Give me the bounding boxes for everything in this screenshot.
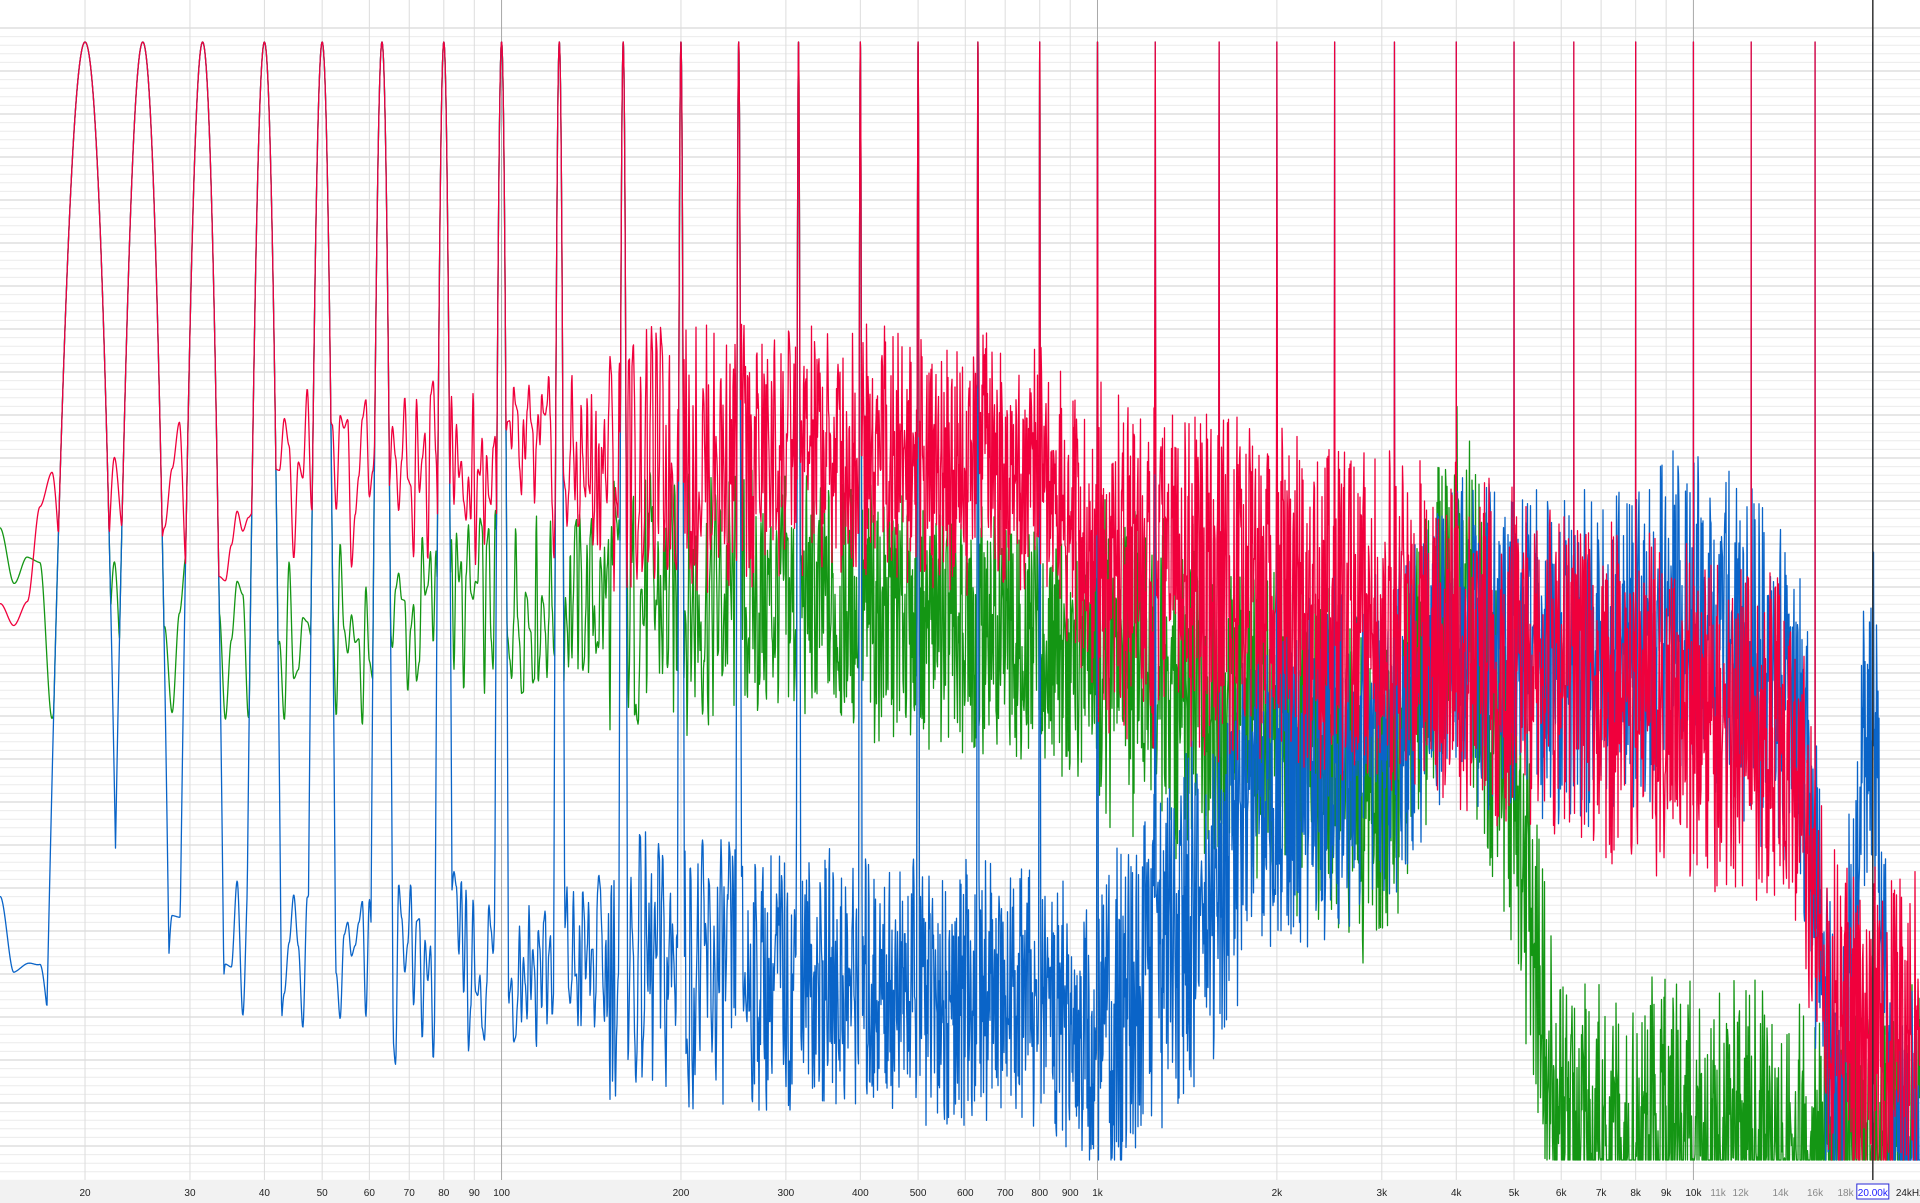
x-axis-ticks: 20 30 40 50 60 70 80 90 100 200 300 400 500 600 700 800…	[79, 1188, 1920, 1199]
x-tick-label: 600	[957, 1188, 974, 1199]
x-tick-label: 800	[1031, 1188, 1048, 1199]
x-tick-label: 40	[259, 1188, 271, 1199]
cursor-readout-box	[1856, 1183, 1890, 1200]
x-tick-label: 300	[778, 1188, 795, 1199]
x-tick-label: 500	[910, 1188, 927, 1199]
x-tick-label: 400	[852, 1188, 869, 1199]
x-tick-label: 9k	[1661, 1188, 1673, 1199]
x-tick-label: 700	[997, 1188, 1014, 1199]
x-tick-label: 100	[493, 1188, 510, 1199]
x-tick-label: 1k	[1092, 1188, 1104, 1199]
x-axis	[0, 1180, 1920, 1203]
cursor-readout: 20.00k	[1858, 1188, 1889, 1199]
x-tick-label: 70	[404, 1188, 416, 1199]
x-tick-label: 7k	[1596, 1188, 1608, 1199]
x-tick-label: 20	[79, 1188, 91, 1199]
x-tick-label: 60	[364, 1188, 376, 1199]
x-tick-label: 3k	[1377, 1188, 1389, 1199]
x-tick-label: 50	[317, 1188, 329, 1199]
x-tick-label: 90	[469, 1188, 481, 1199]
x-tick-label: 6k	[1556, 1188, 1568, 1199]
x-tick-label: 16k	[1807, 1188, 1824, 1199]
x-tick-label: 18k	[1837, 1188, 1854, 1199]
series-group	[0, 41, 1920, 1161]
x-tick-label: 24kHz	[1896, 1188, 1920, 1199]
x-tick-label: 2k	[1272, 1188, 1284, 1199]
x-tick-label: 11k	[1710, 1188, 1726, 1199]
x-tick-label: 5k	[1509, 1188, 1521, 1199]
spectrum-trace-3	[0, 41, 1920, 1161]
x-tick-label: 900	[1062, 1188, 1079, 1199]
x-tick-label: 12k	[1733, 1188, 1750, 1199]
x-tick-label: 200	[673, 1188, 690, 1199]
x-tick-label: 8k	[1630, 1188, 1642, 1199]
x-tick-label: 80	[438, 1188, 450, 1199]
x-tick-label: 30	[184, 1188, 196, 1199]
x-tick-label: 10k	[1685, 1188, 1702, 1199]
x-tick-label: 14k	[1772, 1188, 1789, 1199]
x-tick-label: 4k	[1451, 1188, 1463, 1199]
